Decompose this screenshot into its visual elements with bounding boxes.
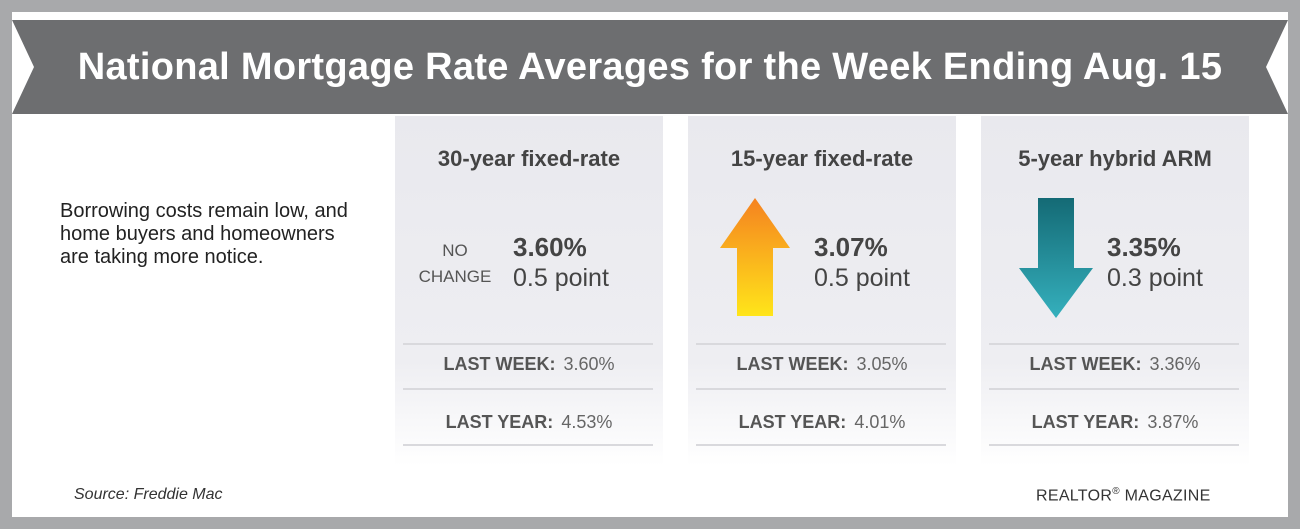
divider (696, 343, 946, 345)
rate-panel-5-year-arm: 5-year hybrid ARM 3.35% 0.3 point LAST W… (981, 116, 1249, 466)
last-week-value: 3.36% (1149, 354, 1201, 374)
panel-title: 5-year hybrid ARM (1018, 146, 1212, 171)
divider (989, 343, 1239, 345)
last-week-label: LAST WEEK: (736, 354, 849, 374)
last-week-label: LAST WEEK: (443, 354, 556, 374)
last-week-value: 3.05% (856, 354, 908, 374)
brand-name: REALTOR (1036, 487, 1113, 505)
last-year-stat: LAST YEAR: 3.87% (981, 412, 1249, 433)
intro-text: Borrowing costs remain low, and home buy… (60, 200, 348, 268)
last-week-stat: LAST WEEK: 3.05% (688, 354, 956, 375)
divider (989, 388, 1239, 390)
brand-logo-text: REALTOR® MAGAZINE (1036, 486, 1211, 505)
last-week-stat: LAST WEEK: 3.60% (395, 354, 663, 375)
rate-value: 3.35% (1107, 232, 1181, 262)
last-year-value: 4.01% (854, 412, 906, 432)
panel-title: 15-year fixed-rate (730, 146, 914, 171)
last-week-stat: LAST WEEK: 3.36% (981, 354, 1249, 375)
source-note: Source: Freddie Mac (74, 486, 223, 503)
divider (989, 444, 1239, 446)
no-change-indicator: NO CHANGE (405, 238, 505, 290)
rate-panel-30-year: 30-year fixed-rate NO CHANGE 3.60% 0.5 p… (395, 116, 663, 466)
down-arrow-icon (1019, 198, 1093, 318)
rate-change: 0.3 point (1107, 264, 1203, 292)
up-arrow-icon (720, 198, 790, 316)
last-year-label: LAST YEAR: (1031, 412, 1140, 432)
divider (403, 388, 653, 390)
divider (696, 388, 946, 390)
rate-change: 0.5 point (814, 264, 910, 292)
last-year-stat: LAST YEAR: 4.01% (688, 412, 956, 433)
registered-mark: ® (1112, 486, 1120, 497)
page-title: National Mortgage Rate Averages for the … (77, 45, 1223, 88)
last-week-label: LAST WEEK: (1029, 354, 1142, 374)
rate-value: 3.60% (513, 232, 587, 262)
rate-change: 0.5 point (513, 264, 609, 292)
divider (403, 444, 653, 446)
banner-ribbon-shape (12, 20, 1288, 114)
divider (696, 444, 946, 446)
last-year-value: 4.53% (561, 412, 613, 432)
rate-panel-15-year: 15-year fixed-rate 3.07% 0.5 point LAST … (688, 116, 956, 466)
no-change-line-2: CHANGE (418, 267, 492, 286)
last-year-label: LAST YEAR: (738, 412, 847, 432)
last-year-value: 3.87% (1147, 412, 1199, 432)
title-banner: National Mortgage Rate Averages for the … (12, 20, 1288, 114)
last-year-stat: LAST YEAR: 4.53% (395, 412, 663, 433)
rate-value: 3.07% (814, 232, 888, 262)
panel-title: 30-year fixed-rate (437, 146, 621, 171)
no-change-line-1: NO (442, 241, 468, 260)
last-year-label: LAST YEAR: (445, 412, 554, 432)
brand-suffix: MAGAZINE (1119, 487, 1211, 505)
divider (403, 343, 653, 345)
last-week-value: 3.60% (563, 354, 615, 374)
